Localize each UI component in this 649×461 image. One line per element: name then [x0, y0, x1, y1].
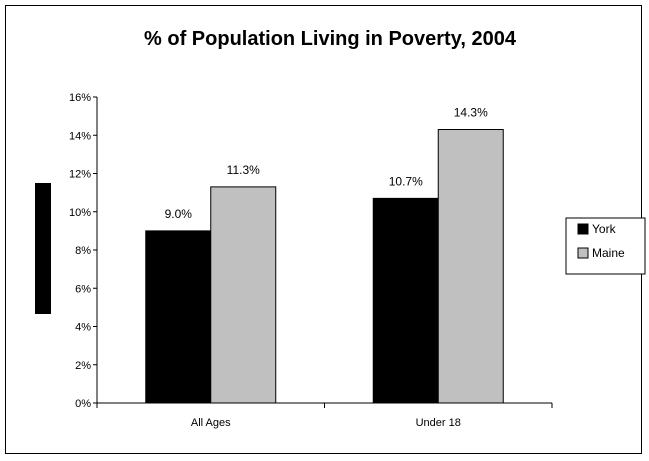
data-labels: 9.0% 11.3% 10.7% 14.3%: [165, 106, 489, 221]
legend: York Maine: [565, 217, 646, 275]
y-tick-label: 8%: [75, 245, 91, 257]
legend-label-maine: Maine: [592, 246, 625, 260]
y-tick-label: 4%: [75, 322, 91, 334]
y-tick-label: 6%: [75, 283, 91, 295]
bar-york: [372, 197, 439, 404]
x-tick-label: All Ages: [191, 417, 231, 429]
y-tick-label: 16%: [69, 92, 91, 104]
y-tick-label: 0%: [75, 398, 91, 410]
x-tick-label: Under 18: [416, 417, 461, 429]
y-tick-label: 14%: [69, 130, 91, 142]
y-tick-label: 10%: [69, 207, 91, 219]
chart-title: % of Population Living in Poverty, 2004: [144, 28, 517, 50]
data-label: 14.3%: [454, 106, 488, 120]
chart-frame: [5, 5, 642, 454]
bar-maine: [210, 186, 277, 404]
y-tick-label: 2%: [75, 360, 91, 372]
bars: [145, 129, 504, 404]
legend-swatch-maine: [577, 247, 589, 259]
legend-label-york: York: [592, 222, 617, 236]
data-label: 11.3%: [227, 163, 260, 177]
data-label: 10.7%: [389, 174, 423, 188]
legend-swatch-york: [577, 223, 589, 235]
bar-york: [145, 230, 212, 404]
data-label: 9.0%: [165, 207, 193, 221]
y-tick-label: 12%: [69, 169, 91, 181]
y-axis-label-block: [35, 183, 51, 314]
bar-maine: [437, 129, 504, 404]
